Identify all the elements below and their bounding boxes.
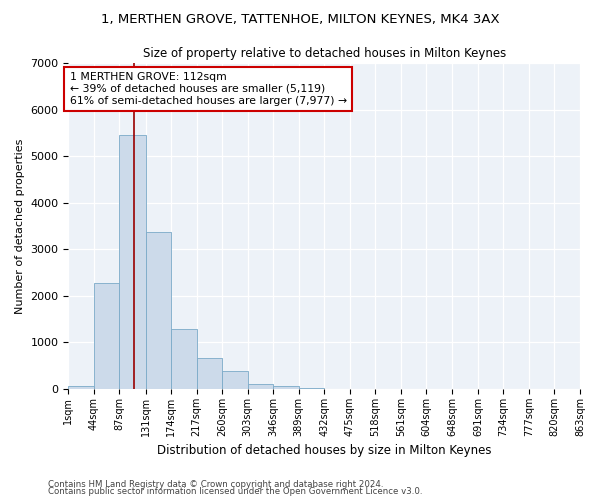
Title: Size of property relative to detached houses in Milton Keynes: Size of property relative to detached ho…	[143, 48, 506, 60]
Text: Contains public sector information licensed under the Open Government Licence v3: Contains public sector information licen…	[48, 487, 422, 496]
Bar	[222, 372, 248, 389]
Bar	[299, 388, 324, 389]
Bar	[119, 135, 146, 389]
Bar	[146, 232, 171, 389]
Bar	[94, 283, 119, 389]
Text: 1, MERTHEN GROVE, TATTENHOE, MILTON KEYNES, MK4 3AX: 1, MERTHEN GROVE, TATTENHOE, MILTON KEYN…	[101, 12, 499, 26]
Bar	[197, 358, 222, 389]
Text: Contains HM Land Registry data © Crown copyright and database right 2024.: Contains HM Land Registry data © Crown c…	[48, 480, 383, 489]
Y-axis label: Number of detached properties: Number of detached properties	[15, 138, 25, 314]
Bar	[171, 329, 197, 389]
X-axis label: Distribution of detached houses by size in Milton Keynes: Distribution of detached houses by size …	[157, 444, 491, 458]
Text: 1 MERTHEN GROVE: 112sqm
← 39% of detached houses are smaller (5,119)
61% of semi: 1 MERTHEN GROVE: 112sqm ← 39% of detache…	[70, 72, 347, 106]
Bar	[68, 386, 94, 389]
Bar	[248, 384, 273, 389]
Bar	[273, 386, 299, 389]
